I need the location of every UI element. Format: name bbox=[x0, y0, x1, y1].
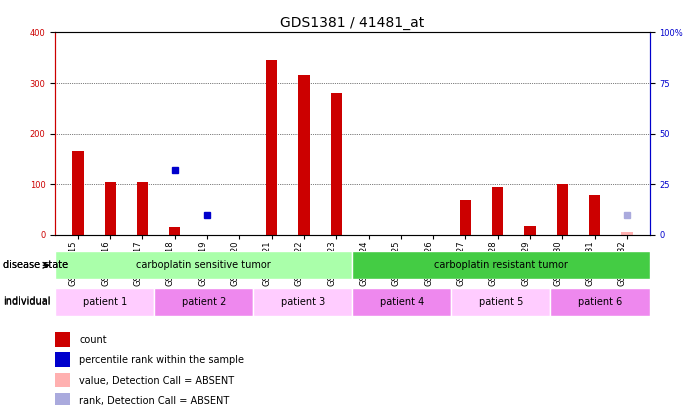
Bar bbox=[524, 226, 536, 235]
FancyBboxPatch shape bbox=[154, 288, 254, 316]
Bar bbox=[330, 93, 342, 235]
Bar bbox=[492, 187, 504, 235]
Text: value, Detection Call = ABSENT: value, Detection Call = ABSENT bbox=[79, 376, 234, 386]
Bar bbox=[137, 182, 148, 235]
Text: disease state: disease state bbox=[3, 260, 68, 270]
Text: patient 4: patient 4 bbox=[380, 297, 424, 307]
Bar bbox=[589, 196, 600, 235]
Text: percentile rank within the sample: percentile rank within the sample bbox=[79, 356, 244, 365]
Bar bbox=[169, 227, 180, 235]
Bar bbox=[55, 352, 70, 367]
FancyBboxPatch shape bbox=[254, 288, 352, 316]
Bar bbox=[299, 75, 310, 235]
FancyBboxPatch shape bbox=[451, 288, 551, 316]
Bar bbox=[266, 60, 277, 235]
FancyBboxPatch shape bbox=[352, 288, 451, 316]
Text: count: count bbox=[79, 335, 106, 345]
FancyBboxPatch shape bbox=[55, 288, 154, 316]
Text: patient 5: patient 5 bbox=[479, 297, 523, 307]
Text: patient 6: patient 6 bbox=[578, 297, 622, 307]
Text: patient 3: patient 3 bbox=[281, 297, 325, 307]
Text: individual: individual bbox=[3, 296, 51, 306]
Text: individual: individual bbox=[3, 297, 51, 307]
Text: patient 2: patient 2 bbox=[182, 297, 226, 307]
Bar bbox=[621, 232, 632, 235]
Text: rank, Detection Call = ABSENT: rank, Detection Call = ABSENT bbox=[79, 396, 229, 405]
FancyBboxPatch shape bbox=[551, 288, 650, 316]
Bar bbox=[557, 184, 568, 235]
Bar bbox=[104, 182, 116, 235]
Title: GDS1381 / 41481_at: GDS1381 / 41481_at bbox=[281, 16, 424, 30]
FancyBboxPatch shape bbox=[55, 251, 352, 279]
Text: carboplatin resistant tumor: carboplatin resistant tumor bbox=[434, 260, 568, 270]
Bar bbox=[73, 151, 84, 235]
Bar bbox=[55, 332, 70, 347]
Bar bbox=[55, 373, 70, 387]
Text: carboplatin sensitive tumor: carboplatin sensitive tumor bbox=[136, 260, 272, 270]
Text: patient 1: patient 1 bbox=[83, 297, 127, 307]
Bar bbox=[460, 200, 471, 235]
Bar bbox=[55, 393, 70, 405]
FancyBboxPatch shape bbox=[352, 251, 650, 279]
Text: disease state: disease state bbox=[3, 260, 68, 270]
